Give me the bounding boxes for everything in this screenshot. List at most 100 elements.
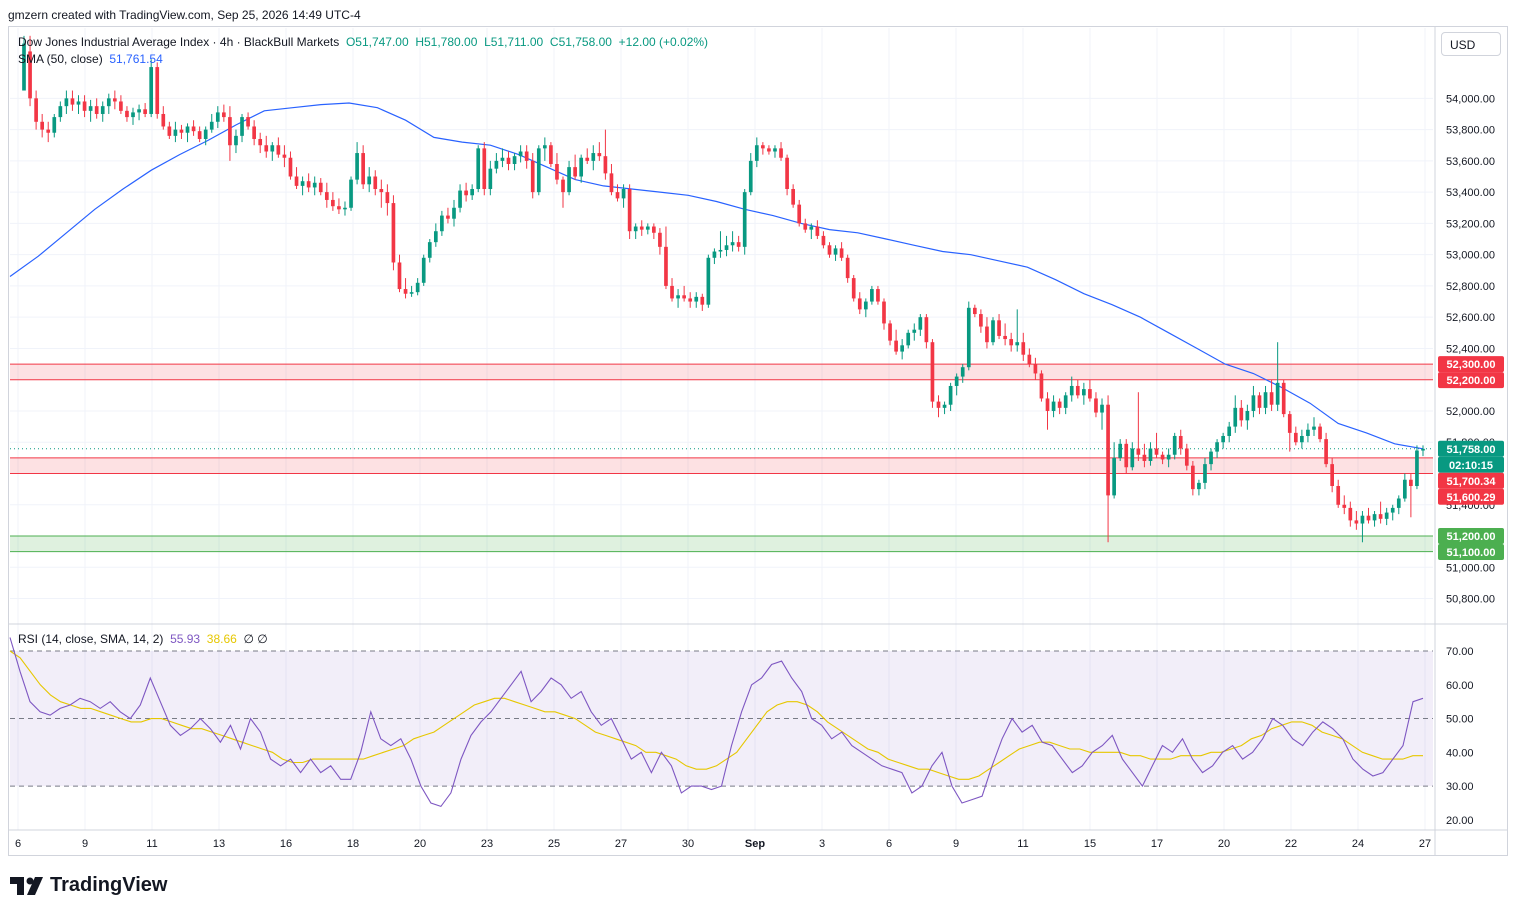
candle-body — [718, 249, 723, 252]
candle-body — [1100, 404, 1104, 413]
candle-body — [948, 385, 953, 405]
symbol-label[interactable]: Dow Jones Industrial Average Index · 4h … — [18, 35, 340, 49]
price-label-text: 51,100.00 — [1447, 547, 1496, 559]
candle — [900, 339, 905, 360]
candle — [597, 142, 602, 161]
price-label-bg — [1438, 528, 1504, 545]
currency-selector[interactable]: USD — [1441, 32, 1501, 56]
candle-body — [761, 145, 765, 149]
candle — [1348, 501, 1353, 527]
candle-body — [179, 129, 184, 133]
candle-body — [524, 151, 529, 161]
candle — [1209, 448, 1213, 471]
candle-body — [209, 121, 214, 130]
candle-body — [1312, 426, 1316, 430]
candle-body — [1269, 392, 1274, 405]
candle — [1057, 398, 1062, 415]
candle — [1409, 473, 1413, 518]
candle-body — [1293, 432, 1298, 443]
candle-body — [1172, 435, 1177, 455]
candle-body — [464, 190, 468, 196]
candle — [40, 113, 45, 138]
candle-body — [985, 326, 989, 343]
candle-body — [748, 160, 753, 193]
candle — [125, 106, 129, 122]
candle — [1221, 432, 1225, 449]
candle-body — [222, 112, 226, 118]
candle-body — [264, 145, 269, 152]
candle-body — [106, 98, 111, 107]
candle-body — [415, 282, 420, 293]
candle — [240, 113, 244, 143]
candle — [113, 90, 117, 110]
rsi-label[interactable]: RSI (14, close, SMA, 14, 2) — [18, 632, 164, 646]
candle — [173, 121, 178, 143]
candle-body — [652, 226, 656, 233]
candle — [64, 90, 69, 114]
candle-body — [1221, 435, 1225, 443]
candle — [506, 151, 511, 171]
rsi-tick-label: 30.00 — [1446, 781, 1474, 793]
candle-body — [1275, 382, 1280, 405]
candle-body — [391, 203, 396, 263]
time-tick-label: 6 — [15, 838, 21, 850]
candle-body — [137, 109, 141, 113]
candle-body — [185, 126, 190, 133]
candle — [870, 285, 874, 305]
candle — [1009, 332, 1014, 352]
candle-body — [518, 151, 523, 157]
candle — [809, 223, 814, 240]
candle-body — [155, 67, 160, 114]
candle-body — [924, 317, 929, 343]
candle — [918, 314, 923, 336]
candle — [1239, 400, 1244, 427]
candle-body — [215, 112, 220, 122]
candle-body — [343, 207, 347, 210]
candle — [1197, 479, 1201, 496]
candle-body — [1281, 382, 1286, 415]
price-label-bg — [1438, 544, 1504, 561]
candle-body — [125, 110, 129, 118]
candle — [1191, 460, 1195, 496]
price-label-bg — [1438, 488, 1504, 505]
candle — [1148, 442, 1153, 466]
candle — [942, 401, 947, 415]
candle — [1324, 432, 1328, 468]
candle-body — [585, 157, 590, 161]
sma-label[interactable]: SMA (50, close) — [18, 52, 103, 66]
price-label: 02:10:15 — [1438, 456, 1504, 473]
candle — [876, 285, 880, 305]
candle-body — [512, 156, 517, 164]
candle — [1033, 357, 1038, 380]
candle-body — [633, 226, 638, 232]
candle-body — [379, 189, 384, 193]
candle-body — [1118, 443, 1123, 458]
candle — [427, 239, 432, 263]
candle-body — [1063, 395, 1068, 408]
tradingview-logo[interactable]: TradingView — [10, 874, 167, 897]
candle — [391, 195, 396, 271]
candle — [1088, 379, 1092, 402]
candle-body — [373, 176, 378, 190]
candle-body — [500, 157, 505, 161]
candle — [1269, 379, 1274, 411]
candle-body — [1051, 401, 1056, 411]
candle — [664, 226, 668, 290]
candle — [573, 154, 577, 180]
candle — [1384, 507, 1389, 526]
candle-body — [361, 153, 365, 185]
rsi-tick-label: 20.00 — [1446, 815, 1474, 827]
candle — [306, 173, 311, 193]
candle-body — [64, 98, 69, 107]
price-tick-label: 53,800.00 — [1446, 125, 1495, 137]
candle-body — [1082, 389, 1086, 396]
candle — [252, 120, 256, 146]
rsi-line — [9, 637, 1424, 808]
candle — [658, 228, 662, 255]
candle — [58, 101, 63, 122]
price-label: 51,700.34 — [1438, 472, 1504, 489]
candle — [585, 148, 590, 164]
candle — [1003, 323, 1007, 346]
candle-body — [409, 292, 414, 294]
